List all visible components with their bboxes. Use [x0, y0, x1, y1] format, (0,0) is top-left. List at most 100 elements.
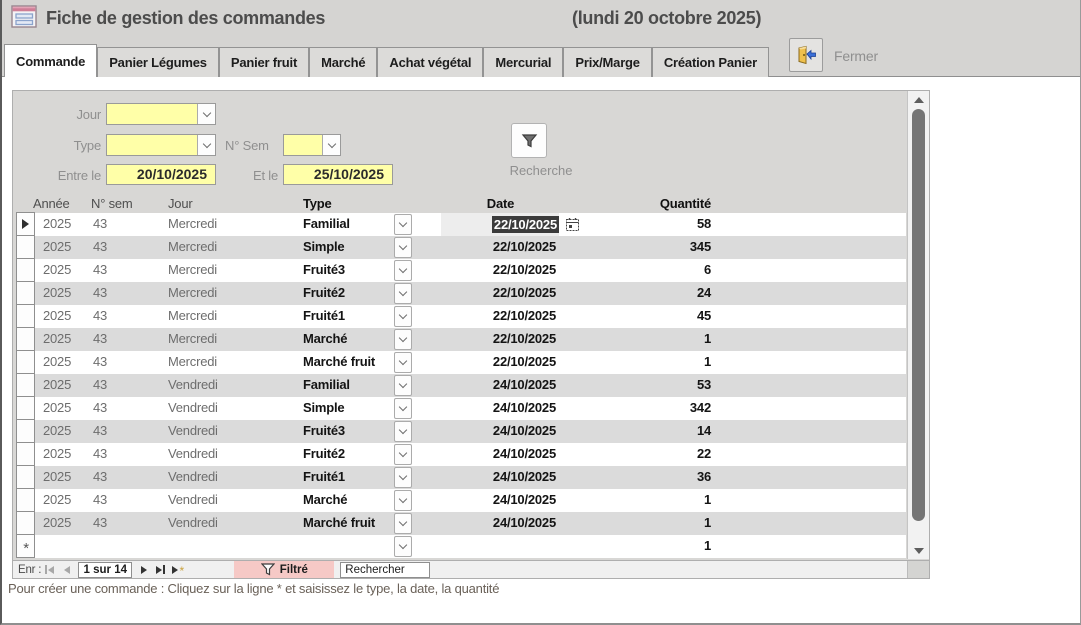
annee-cell[interactable]: 2025 — [43, 423, 72, 438]
jour-cell[interactable]: Vendredi — [168, 492, 218, 507]
tab-achat-v-g-tal[interactable]: Achat végétal — [377, 47, 484, 77]
date-cell[interactable]: 24/10/2025 — [492, 492, 556, 507]
table-row[interactable]: 2025 43 Vendredi Simple 24/10/2025 342 — [13, 396, 906, 420]
type-dropdown[interactable] — [394, 375, 412, 396]
table-row[interactable]: 2025 43 Mercredi Fruité2 22/10/2025 24 — [13, 281, 906, 305]
date-cell[interactable]: 24/10/2025 — [492, 423, 556, 438]
last-record-button[interactable] — [152, 562, 169, 577]
date-cell[interactable]: 22/10/2025 — [492, 285, 556, 300]
sem-cell[interactable]: 43 — [93, 446, 108, 461]
annee-cell[interactable]: 2025 — [43, 377, 72, 392]
vertical-scrollbar[interactable] — [907, 91, 929, 559]
date-cell[interactable]: 24/10/2025 — [492, 469, 556, 484]
row-selector[interactable] — [16, 304, 35, 328]
annee-cell[interactable]: 2025 — [43, 492, 72, 507]
sem-cell[interactable]: 43 — [93, 492, 108, 507]
type-dropdown[interactable] — [394, 237, 412, 258]
jour-cell[interactable]: Vendredi — [168, 446, 218, 461]
type-cell[interactable]: Marché — [303, 331, 348, 346]
qty-cell[interactable]: 22 — [696, 446, 711, 461]
annee-cell[interactable]: 2025 — [43, 354, 72, 369]
jour-cell[interactable]: Mercredi — [168, 262, 217, 277]
jour-cell[interactable]: Vendredi — [168, 400, 218, 415]
first-record-button[interactable] — [41, 562, 58, 577]
qty-cell[interactable]: 14 — [696, 423, 711, 438]
table-row[interactable]: 2025 43 Mercredi Simple 22/10/2025 345 — [13, 235, 906, 259]
sem-cell[interactable]: 43 — [93, 377, 108, 392]
scroll-up-icon[interactable] — [908, 91, 930, 108]
type-cell[interactable]: Simple — [303, 400, 345, 415]
type-dropdown[interactable] — [394, 444, 412, 465]
row-selector[interactable] — [16, 419, 35, 443]
record-search-input[interactable]: Rechercher — [340, 561, 431, 578]
row-selector[interactable] — [16, 281, 35, 305]
type-dropdown[interactable] — [394, 260, 412, 281]
record-position[interactable]: 1 sur 14 — [78, 561, 133, 578]
qty-cell[interactable]: 342 — [689, 400, 711, 415]
jour-cell[interactable]: Mercredi — [168, 239, 217, 254]
jour-cell[interactable]: Mercredi — [168, 354, 217, 369]
annee-cell[interactable]: 2025 — [43, 446, 72, 461]
chevron-down-icon[interactable] — [197, 135, 215, 155]
row-selector[interactable] — [16, 327, 35, 351]
sem-filter-combo[interactable] — [283, 134, 341, 156]
table-row[interactable]: 2025 43 Mercredi Familial 22/10/2025 58 — [13, 212, 906, 236]
new-record-button[interactable]: * — [169, 562, 186, 577]
type-dropdown[interactable] — [394, 306, 412, 327]
type-cell[interactable]: Fruité1 — [303, 308, 345, 323]
jour-cell[interactable]: Vendredi — [168, 515, 218, 530]
type-cell[interactable]: Fruité1 — [303, 469, 345, 484]
qty-cell[interactable]: 6 — [703, 262, 711, 277]
qty-cell[interactable]: 1 — [703, 538, 711, 553]
type-filter-combo[interactable] — [106, 134, 216, 156]
type-cell[interactable]: Fruité3 — [303, 262, 345, 277]
jour-cell[interactable]: Vendredi — [168, 377, 218, 392]
row-selector[interactable] — [16, 442, 35, 466]
sem-cell[interactable]: 43 — [93, 308, 108, 323]
row-selector[interactable] — [16, 511, 35, 535]
qty-cell[interactable]: 1 — [703, 331, 711, 346]
tab-mercurial[interactable]: Mercurial — [483, 47, 564, 77]
type-dropdown[interactable] — [394, 329, 412, 350]
sem-cell[interactable]: 43 — [93, 262, 108, 277]
table-row[interactable]: 2025 43 Mercredi Fruité1 22/10/2025 45 — [13, 304, 906, 328]
annee-cell[interactable]: 2025 — [43, 216, 72, 231]
sem-cell[interactable]: 43 — [93, 285, 108, 300]
annee-cell[interactable]: 2025 — [43, 515, 72, 530]
type-dropdown[interactable] — [394, 352, 412, 373]
table-row[interactable]: 2025 43 Vendredi Fruité2 24/10/2025 22 — [13, 442, 906, 466]
annee-cell[interactable]: 2025 — [43, 308, 72, 323]
chevron-down-icon[interactable] — [197, 104, 215, 124]
sem-cell[interactable]: 43 — [93, 400, 108, 415]
qty-cell[interactable]: 58 — [696, 216, 711, 231]
row-selector[interactable] — [16, 350, 35, 374]
annee-cell[interactable]: 2025 — [43, 400, 72, 415]
qty-cell[interactable]: 1 — [703, 354, 711, 369]
row-selector[interactable] — [16, 212, 35, 236]
type-cell[interactable]: Simple — [303, 239, 345, 254]
sem-cell[interactable]: 43 — [93, 216, 108, 231]
close-button[interactable] — [789, 38, 823, 72]
type-cell[interactable]: Marché fruit — [303, 515, 376, 530]
type-cell[interactable]: Fruité2 — [303, 285, 345, 300]
type-dropdown[interactable] — [394, 513, 412, 534]
qty-cell[interactable]: 45 — [696, 308, 711, 323]
type-dropdown[interactable] — [394, 398, 412, 419]
qty-cell[interactable]: 1 — [703, 492, 711, 507]
type-dropdown[interactable] — [394, 214, 412, 235]
date-cell[interactable]: 24/10/2025 — [492, 400, 556, 415]
sem-cell[interactable]: 43 — [93, 515, 108, 530]
tab-cr-ation-panier[interactable]: Création Panier — [651, 47, 769, 77]
filtered-toggle[interactable]: Filtré — [234, 561, 335, 578]
qty-cell[interactable]: 345 — [689, 239, 711, 254]
date-cell[interactable]: 22/10/2025 — [492, 308, 556, 323]
date-from-field[interactable]: 20/10/2025 — [106, 164, 216, 185]
jour-cell[interactable]: Mercredi — [168, 308, 217, 323]
tab-panier-fruit[interactable]: Panier fruit — [218, 47, 310, 77]
date-cell[interactable]: 22/10/2025 — [492, 331, 556, 346]
row-selector[interactable] — [16, 235, 35, 259]
table-row[interactable]: 2025 43 Mercredi Fruité3 22/10/2025 6 — [13, 258, 906, 282]
row-selector[interactable] — [16, 488, 35, 512]
jour-cell[interactable]: Mercredi — [168, 331, 217, 346]
annee-cell[interactable]: 2025 — [43, 331, 72, 346]
